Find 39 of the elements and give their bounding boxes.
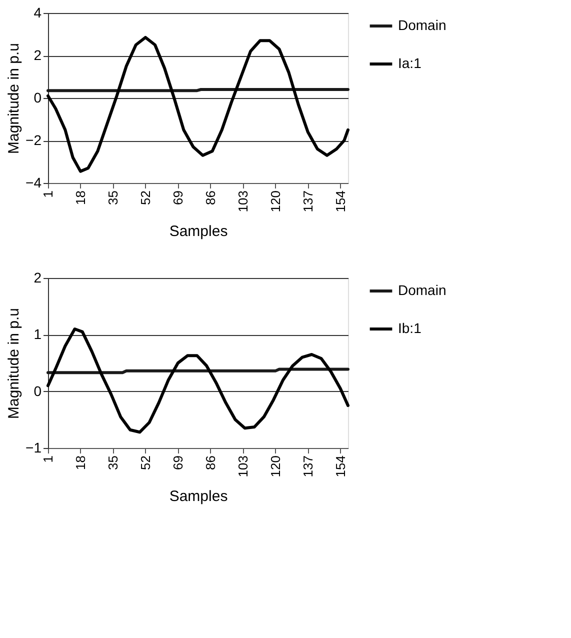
line-series	[46, 328, 350, 434]
legend-label: Domain	[398, 17, 446, 33]
x-tick-label: 120	[268, 456, 283, 478]
x-tick-label: 137	[300, 456, 316, 478]
x-tick-label: 69	[170, 456, 186, 470]
y-tick-label: 1	[34, 326, 42, 342]
x-tick-label: 69	[170, 190, 186, 205]
x-tick-label: 86	[202, 456, 218, 470]
y-tick-label: −1	[26, 440, 42, 456]
y-tick-label: 0	[34, 90, 42, 106]
y-tick-label: 0	[34, 382, 42, 399]
y-axis-title: Magnitude in p.u	[6, 308, 23, 419]
x-tick-label: 103	[235, 456, 250, 478]
x-tick-label: 35	[105, 456, 120, 470]
x-tick-label: 103	[235, 190, 250, 212]
y-tick-label: 4	[34, 4, 42, 20]
x-tick-label: 35	[105, 190, 120, 205]
x-tick-label: 86	[202, 190, 218, 205]
x-tick-label: 52	[138, 456, 153, 470]
y-tick-label: −4	[26, 174, 42, 190]
x-tick-label: 18	[72, 190, 88, 205]
y-tick-label: −2	[26, 132, 42, 148]
x-tick-label: 1	[40, 190, 56, 198]
x-axis-title: Samples	[169, 488, 228, 506]
x-tick-label: 18	[72, 456, 88, 470]
x-tick-label: 137	[300, 190, 316, 212]
line-series	[46, 36, 350, 173]
x-axis-title: Samples	[169, 223, 228, 240]
x-tick-label: 154	[332, 190, 348, 212]
x-tick-label: 1	[40, 456, 56, 463]
legend-label: Ia:1	[398, 55, 422, 71]
x-tick-label: 52	[138, 190, 153, 205]
legend-label: Ib:1	[398, 320, 422, 336]
x-tick-label: 154	[332, 456, 348, 478]
y-tick-label: 2	[34, 47, 42, 63]
x-tick-label: 120	[268, 190, 283, 212]
legend-label: Domain	[398, 282, 446, 298]
y-tick-label: 2	[34, 270, 42, 286]
y-axis-title: Magnitude in p.u	[6, 43, 23, 154]
